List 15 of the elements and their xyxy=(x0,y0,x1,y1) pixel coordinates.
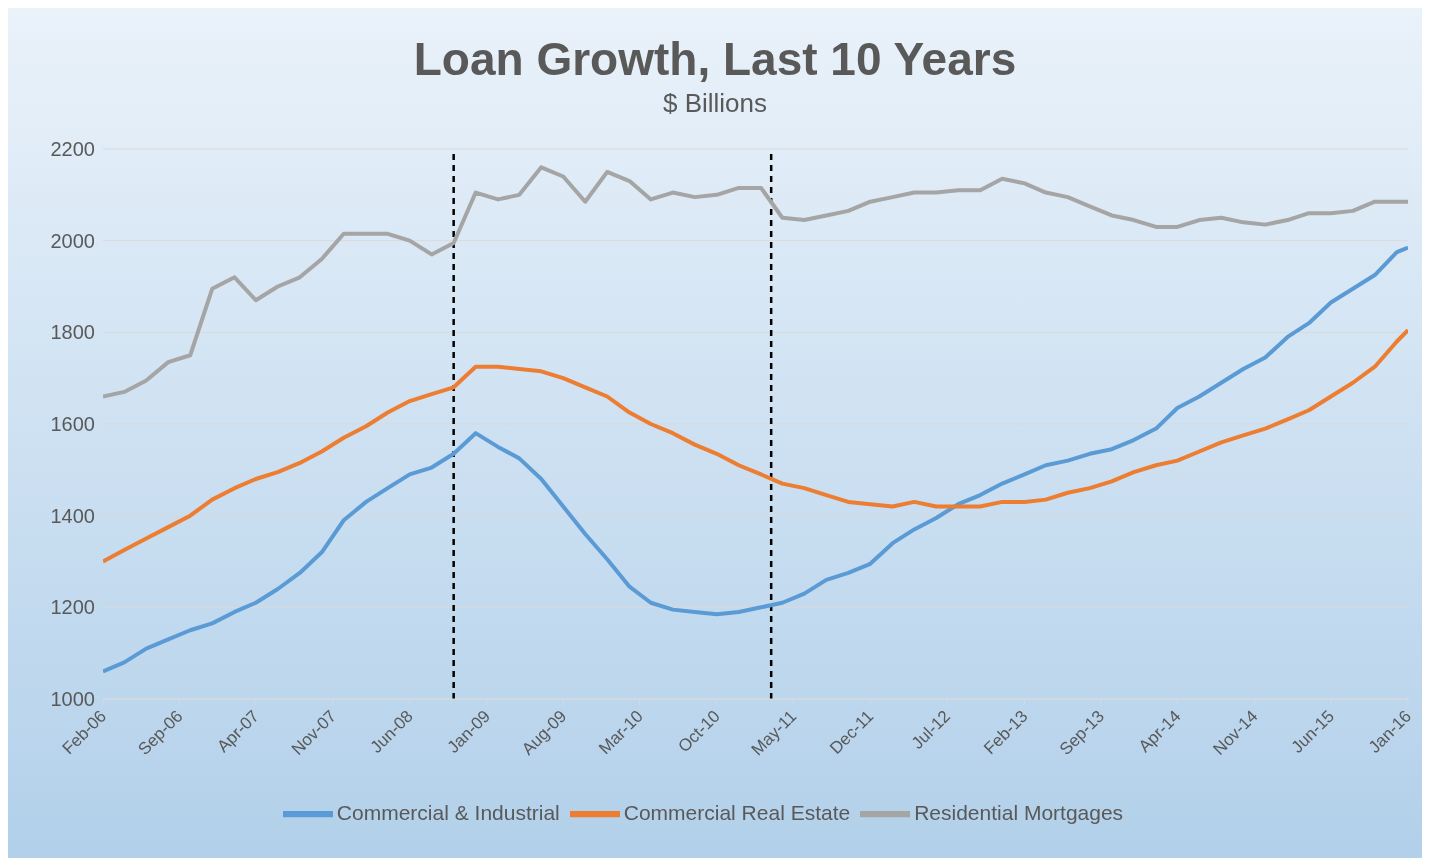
chart-subtitle: $ Billions xyxy=(661,88,769,119)
y-tick-label: 1200 xyxy=(50,596,95,619)
y-tick-label: 1600 xyxy=(50,413,95,436)
y-tick-label: 1000 xyxy=(50,688,95,711)
legend-label: Commercial & Industrial xyxy=(336,800,560,824)
y-tick-label: 2000 xyxy=(50,229,95,252)
y-tick-label: 2200 xyxy=(50,138,95,161)
chart-title: Loan Growth, Last 10 Years xyxy=(412,32,1018,86)
y-tick-label: 1800 xyxy=(50,321,95,344)
line-series xyxy=(103,328,1408,564)
legend-label: Residential Mortgages xyxy=(914,800,1124,824)
line-series xyxy=(103,245,1408,674)
line-series xyxy=(103,165,1408,399)
y-tick-label: 1400 xyxy=(50,504,95,527)
legend-label: Commercial Real Estate xyxy=(623,800,851,824)
